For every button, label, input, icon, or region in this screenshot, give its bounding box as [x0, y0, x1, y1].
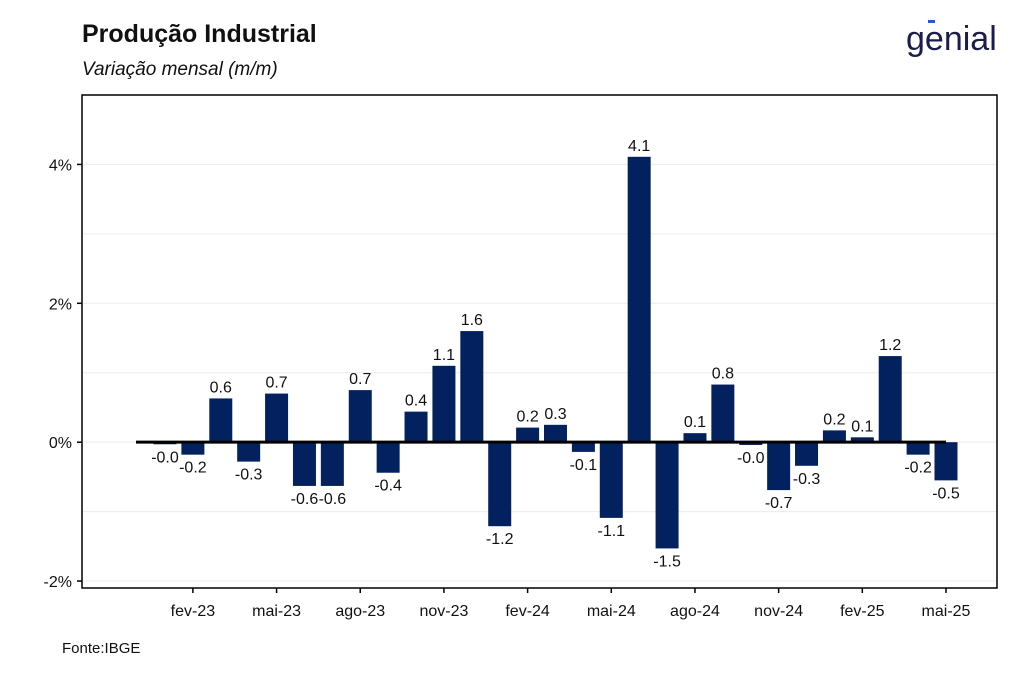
data-label: 1.6 — [461, 312, 483, 329]
bar — [711, 384, 735, 443]
chart-subtitle: Variação mensal (m/m) — [82, 59, 278, 80]
data-label: 0.4 — [405, 393, 427, 410]
data-label: 4.1 — [628, 138, 650, 155]
bar — [683, 433, 707, 443]
data-label: 0.1 — [851, 418, 873, 435]
data-label: 0.2 — [516, 409, 538, 426]
bar — [934, 442, 958, 481]
bar — [488, 442, 512, 527]
data-label: -0.0 — [737, 450, 765, 467]
data-label: -0.2 — [904, 460, 932, 477]
data-label: 1.1 — [433, 347, 455, 364]
bar — [181, 442, 205, 455]
data-label: -1.2 — [486, 531, 514, 548]
bar — [544, 424, 567, 443]
logo-text: genial — [906, 20, 997, 58]
y-tick-label: 4% — [49, 157, 72, 174]
bar — [265, 393, 289, 443]
bar — [348, 390, 372, 443]
data-label: -0.7 — [765, 495, 793, 512]
data-label: -1.5 — [653, 553, 681, 570]
bar — [460, 331, 484, 443]
x-tick-label: mai-24 — [587, 603, 636, 620]
x-tick-label: ago-23 — [335, 603, 385, 620]
bar — [850, 437, 874, 443]
genial-logo: genial — [906, 20, 997, 58]
data-label: 0.6 — [210, 379, 232, 396]
bar — [655, 442, 679, 549]
data-label: -0.1 — [570, 457, 598, 474]
bar — [516, 427, 540, 443]
data-label: 1.2 — [879, 337, 901, 354]
y-tick-label: 0% — [49, 435, 72, 452]
source-note: Fonte:IBGE — [62, 640, 141, 657]
bar — [292, 442, 316, 486]
data-label: 0.2 — [823, 411, 845, 428]
data-label: -0.0 — [151, 449, 179, 466]
y-tick-label: -2% — [44, 574, 72, 591]
bar — [822, 430, 846, 443]
bar — [404, 411, 428, 443]
data-label: -0.5 — [932, 485, 960, 502]
x-tick-label: fev-23 — [171, 603, 216, 620]
data-label: -0.6 — [291, 491, 319, 508]
plot-border — [81, 94, 998, 589]
bar — [627, 156, 651, 443]
bar — [795, 442, 819, 466]
bar — [906, 442, 930, 455]
data-label: -1.1 — [597, 523, 625, 540]
x-tick-label: ago-24 — [670, 603, 720, 620]
bar — [320, 442, 344, 486]
bar — [376, 442, 400, 473]
data-label: 0.7 — [349, 371, 371, 388]
x-tick-label: nov-24 — [754, 603, 803, 620]
x-tick-label: fev-25 — [840, 603, 885, 620]
bar — [599, 442, 623, 518]
x-tick-label: fev-24 — [505, 603, 550, 620]
y-tick-label: 2% — [49, 296, 72, 313]
data-label: -0.2 — [179, 460, 207, 477]
logo-accent-mark — [928, 20, 935, 23]
data-label: 0.7 — [265, 375, 287, 392]
data-label: -0.3 — [235, 467, 263, 484]
data-label: 0.8 — [712, 366, 734, 383]
data-label: 0.3 — [544, 406, 566, 423]
x-tick-label: nov-23 — [419, 603, 468, 620]
bar — [432, 365, 456, 443]
chart-title: Produção Industrial — [82, 20, 317, 48]
bar — [878, 356, 902, 443]
data-label: -0.3 — [793, 471, 821, 488]
bar — [571, 442, 595, 452]
data-label: -0.4 — [374, 478, 402, 495]
x-tick-label: mai-23 — [252, 603, 301, 620]
bar — [209, 398, 233, 443]
bar — [237, 442, 261, 462]
x-tick-label: mai-25 — [922, 603, 971, 620]
bar — [767, 442, 791, 491]
data-label: 0.1 — [684, 414, 706, 431]
data-label: -0.6 — [319, 491, 347, 508]
